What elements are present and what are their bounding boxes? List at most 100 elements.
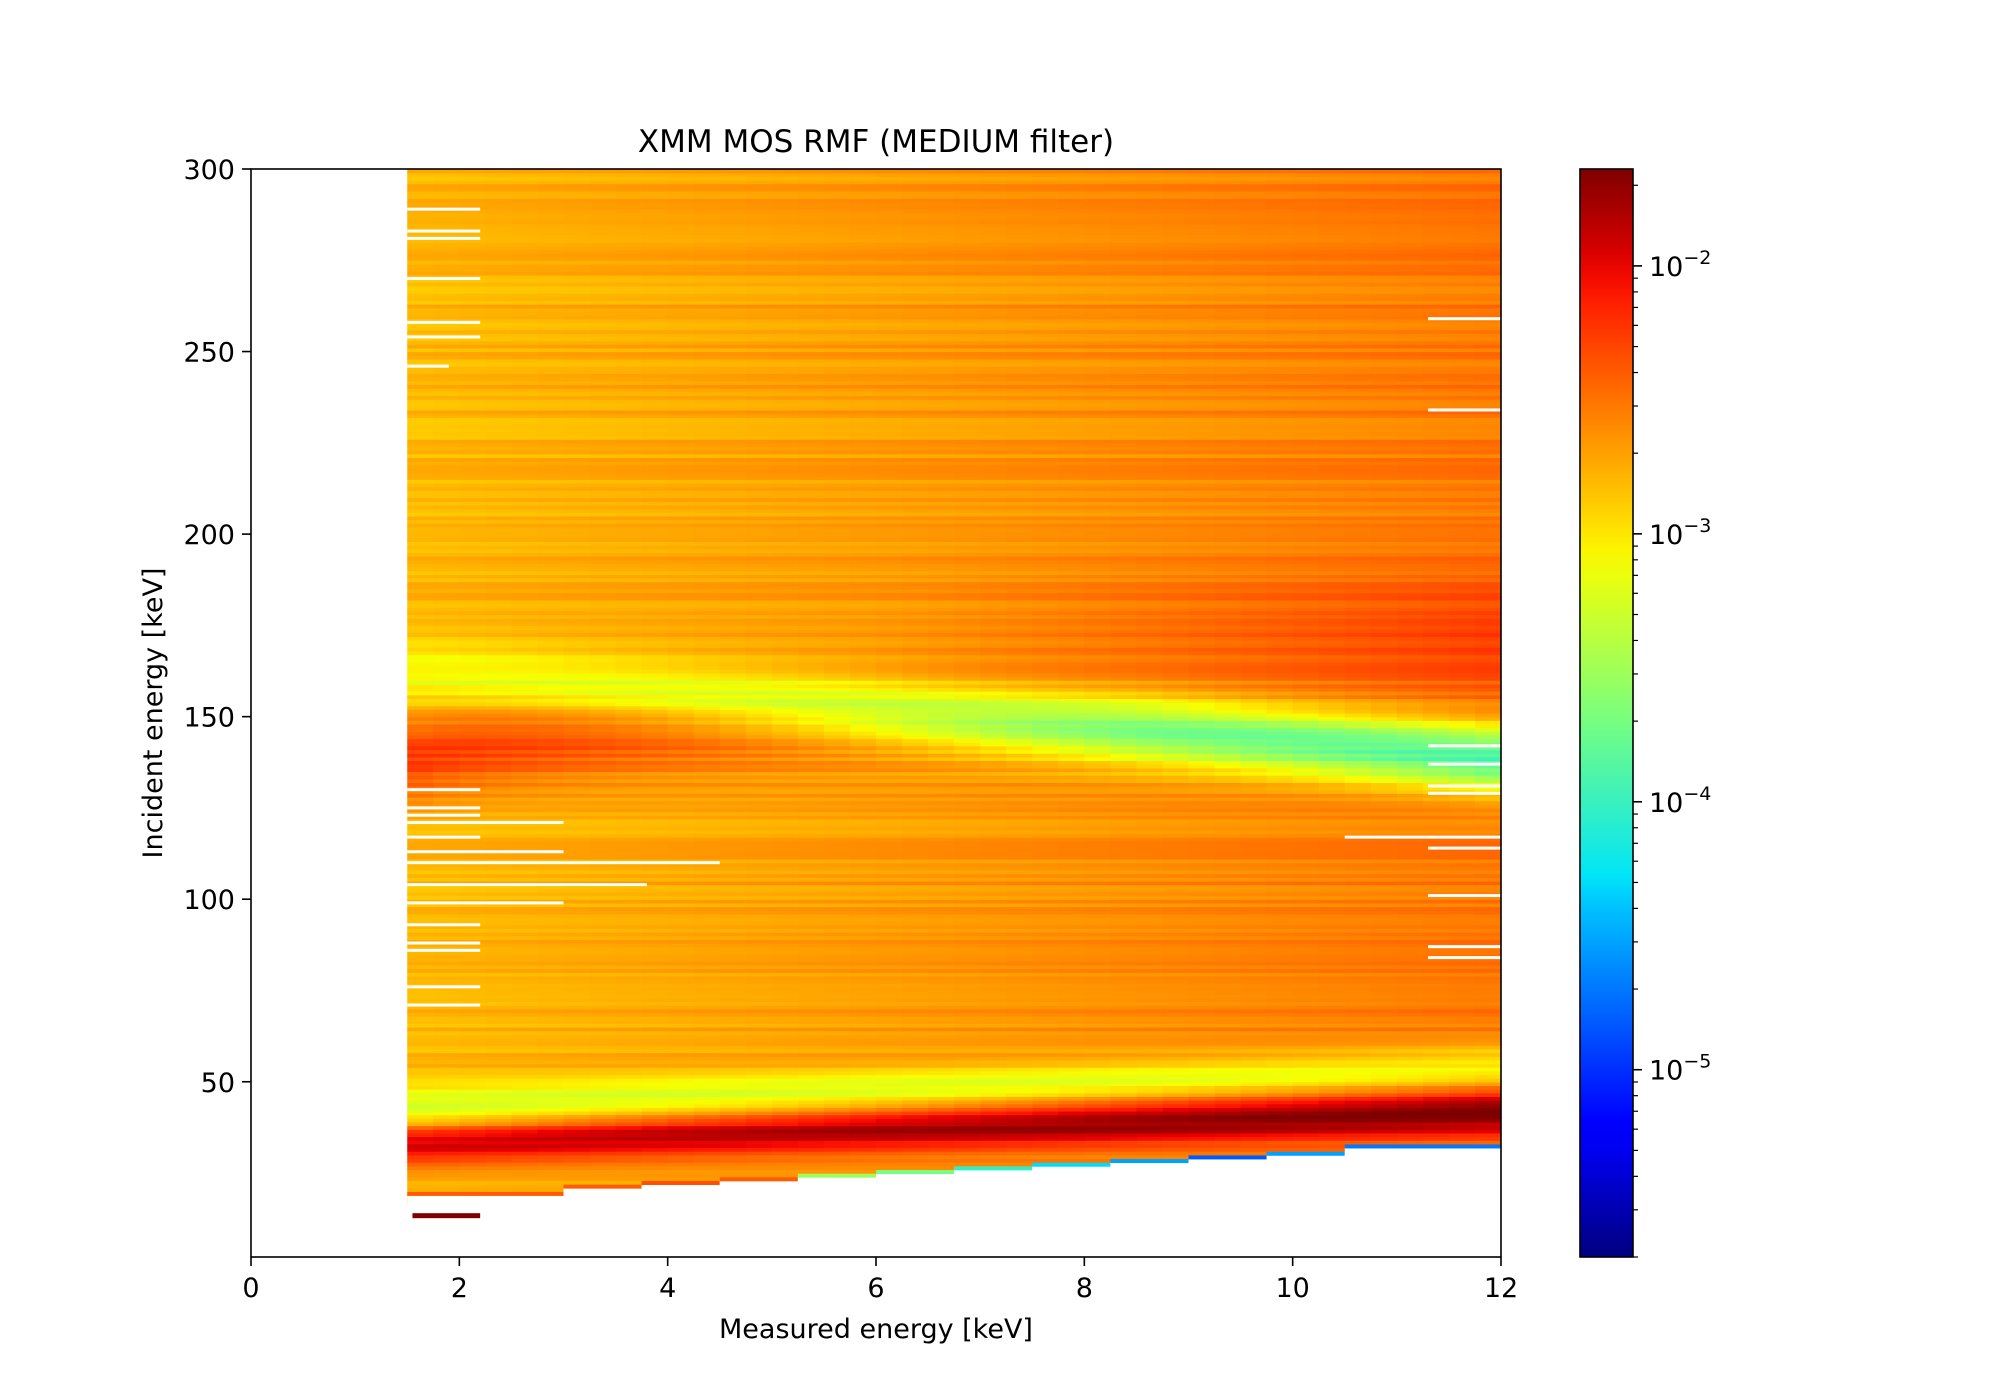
heatmap-cell: [433, 1158, 460, 1163]
heatmap-cell: [433, 778, 460, 783]
heatmap-cell: [589, 953, 617, 959]
heatmap-cell: [1396, 1045, 1424, 1050]
heatmap-cell: [902, 1136, 929, 1141]
heatmap-cell: [1006, 862, 1033, 867]
heatmap-cell: [693, 1158, 721, 1163]
heatmap-cell: [1058, 811, 1085, 816]
heatmap-cell: [485, 1026, 513, 1032]
heatmap-cell: [667, 975, 695, 981]
heatmap-cell: [1032, 961, 1059, 966]
heatmap-cell: [589, 840, 617, 846]
heatmap-cell: [1136, 917, 1164, 922]
heatmap-cell: [667, 1085, 695, 1090]
heatmap-cell: [902, 1034, 929, 1039]
heatmap-cell: [1396, 888, 1424, 893]
heatmap-cell: [797, 829, 825, 835]
heatmap-cell: [459, 888, 486, 893]
heatmap-cell: [1474, 1136, 1501, 1141]
heatmap-cell: [1058, 1063, 1085, 1068]
heatmap-cell: [589, 778, 617, 783]
heatmap-cell: [1136, 869, 1164, 875]
heatmap-cell: [1188, 1089, 1216, 1094]
heatmap-cell: [1370, 877, 1398, 882]
heatmap-cell: [563, 1074, 591, 1079]
heatmap-cell: [1084, 1045, 1111, 1050]
heatmap-cell: [1006, 822, 1033, 827]
heatmap-cell: [1292, 957, 1320, 962]
heatmap-cell: [485, 778, 513, 783]
heatmap-cell: [1110, 939, 1138, 944]
heatmap-cell: [485, 1030, 513, 1035]
heatmap-cell: [745, 983, 773, 988]
heatmap-cell: [693, 1151, 721, 1156]
heatmap-cell: [1214, 990, 1242, 995]
heatmap-cell: [667, 793, 695, 798]
heatmap-cell: [693, 953, 721, 959]
heatmap-cell: [407, 997, 434, 1003]
heatmap-cell: [589, 906, 617, 911]
heatmap-cell: [1136, 997, 1164, 1003]
heatmap-cell: [1188, 964, 1216, 970]
heatmap-cell: [407, 1026, 434, 1032]
heatmap-cell: [1110, 979, 1138, 984]
heatmap-cell: [1110, 862, 1138, 867]
heatmap-cell: [902, 789, 929, 794]
heatmap-cell: [1110, 1140, 1138, 1145]
heatmap-cell: [980, 804, 1007, 809]
heatmap-cell: [693, 1121, 721, 1127]
heatmap-cell: [771, 1059, 799, 1065]
heatmap-cell: [719, 953, 747, 959]
heatmap-cell: [1084, 1140, 1111, 1145]
heatmap-cell: [745, 1034, 773, 1039]
heatmap-cell: [485, 997, 513, 1003]
heatmap-cell: [1422, 1125, 1450, 1130]
heatmap-cell: [1474, 1070, 1501, 1076]
heatmap-cell: [1006, 1074, 1033, 1079]
heatmap-cell: [511, 1085, 539, 1090]
heatmap-cell: [1448, 869, 1476, 875]
heatmap-cell: [693, 826, 721, 831]
heatmap-cell: [1422, 1037, 1450, 1043]
heatmap-cell: [876, 1140, 903, 1145]
heatmap-cell: [1292, 953, 1320, 959]
heatmap-cell: [1058, 818, 1085, 824]
heatmap-cell: [615, 1052, 643, 1057]
heatmap-cell: [1370, 888, 1398, 893]
heatmap-cell: [876, 891, 903, 897]
heatmap-cell: [1006, 1067, 1033, 1072]
heatmap-cell: [1136, 1012, 1164, 1017]
heatmap-cell: [1136, 1136, 1164, 1141]
heatmap-cell: [433, 1026, 460, 1032]
heatmap-cell: [1110, 1107, 1138, 1112]
heatmap-cell: [1266, 1008, 1294, 1013]
heatmap-cell: [1448, 1045, 1476, 1050]
heatmap-cell: [615, 946, 643, 951]
heatmap-cell: [693, 1147, 721, 1152]
heatmap-cell: [667, 961, 695, 966]
heatmap-cell: [1032, 1037, 1059, 1043]
heatmap-cell: [771, 1089, 799, 1094]
heatmap-cell: [1396, 997, 1424, 1003]
heatmap-cell: [1162, 1012, 1190, 1017]
heatmap-cell: [1084, 921, 1111, 926]
heatmap-cell: [1240, 917, 1268, 922]
heatmap-cell: [823, 1114, 851, 1119]
heatmap-cell: [1266, 844, 1294, 849]
heatmap-cell: [641, 804, 669, 809]
heatmap-cell: [823, 1162, 851, 1167]
heatmap-cell: [1422, 1132, 1450, 1138]
heatmap-cell: [1344, 826, 1372, 831]
heatmap-cell: [1318, 1005, 1346, 1010]
heatmap-cell: [1474, 1125, 1501, 1130]
heatmap-cell: [641, 1089, 669, 1094]
heatmap-cell: [876, 815, 903, 820]
heatmap-cell: [1084, 1063, 1111, 1068]
heatmap-cell: [1006, 994, 1033, 999]
heatmap-cell: [1162, 935, 1190, 940]
heatmap-cell: [1188, 943, 1216, 948]
heatmap-cell: [1448, 932, 1476, 937]
heatmap-cell: [745, 1162, 773, 1167]
heatmap-cell: [1214, 1019, 1242, 1024]
heatmap-cell: [693, 1132, 721, 1138]
heatmap-cell: [719, 1143, 747, 1149]
